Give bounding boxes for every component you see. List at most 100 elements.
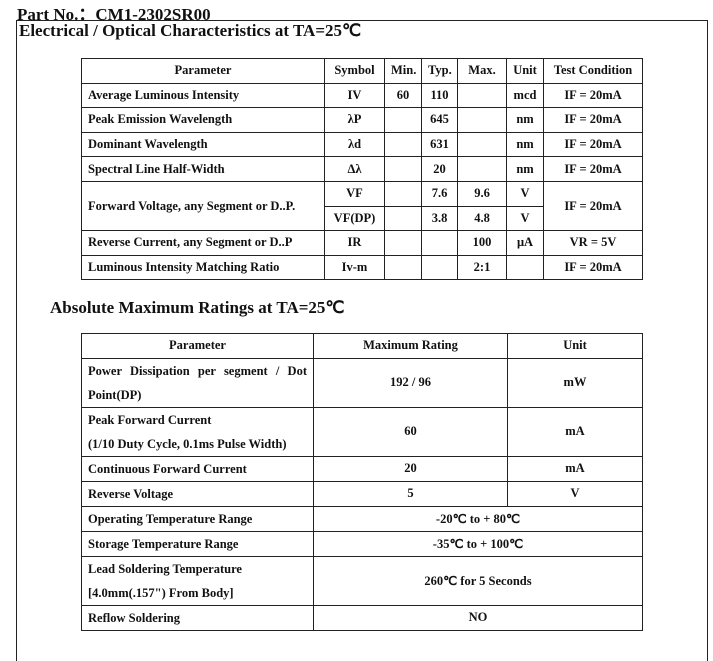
unit-cell: mcd [506, 82, 544, 109]
symbol-cell: λd [324, 131, 385, 158]
max-cell [457, 156, 507, 182]
min-cell [384, 107, 422, 133]
parameter-cell: Peak Forward Current (1/10 Duty Cycle, 0.… [81, 406, 314, 457]
part-number-value: CM1-2302SR00 [95, 5, 211, 24]
typ-cell: 110 [421, 82, 458, 109]
header-cell: Unit [507, 333, 643, 359]
parameter-cell: Forward Voltage, any Segment or D..P. [81, 180, 325, 232]
unit-cell [506, 254, 544, 281]
min-cell [384, 156, 422, 182]
table-header: Parameter Symbol Min. Typ. Max. Unit Tes… [81, 58, 643, 84]
table-row: Continuous Forward Current 20 mA [81, 455, 643, 482]
rating-cell: 5 [313, 480, 508, 507]
symbol-cell: Iv-m [324, 254, 385, 281]
part-number: Part No.：CM1-2302SR00 [17, 0, 211, 25]
parameter-cell: Reverse Current, any Segment or D..P [81, 230, 325, 256]
max-cell [457, 131, 507, 158]
symbol-cell: IV [324, 82, 385, 109]
parameter-cell: Peak Emission Wavelength [81, 107, 325, 133]
table-row: Peak Emission Wavelength λP 645 nm IF = 20mA [81, 107, 643, 133]
table-row: Reverse Voltage 5 V [81, 480, 643, 507]
rating-cell: NO [313, 604, 643, 631]
min-cell: 60 [384, 82, 422, 109]
table-row: Spectral Line Half-Width Δλ 20 nm IF = 20mA [81, 156, 643, 182]
rating-cell: 20 [313, 455, 508, 482]
parameter-cell: Reverse Voltage [81, 480, 314, 507]
unit-cell: mW [507, 357, 643, 408]
rating-cell: 60 [313, 406, 508, 457]
rating-cell: -20℃ to + 80℃ [313, 505, 643, 532]
min-cell [384, 131, 422, 158]
header-cell: Min. [384, 58, 422, 84]
condition-cell: IF = 20mA [543, 107, 643, 133]
rating-cell: -35℃ to + 100℃ [313, 530, 643, 557]
max-cell [457, 107, 507, 133]
parameter-cell: Power Dissipation per segment / Dot Point… [81, 357, 314, 408]
header-cell: Test Condition [543, 58, 643, 84]
condition-cell: IF = 20mA [543, 156, 643, 182]
typ-cell: 631 [421, 131, 458, 158]
header-cell: Parameter [81, 333, 314, 359]
parameter-line: [4.0mm(.157") From Body] [88, 585, 234, 600]
table-row: Average Luminous Intensity IV 60 110 mcd IF =… [81, 82, 643, 109]
parameter-line: Lead Soldering Temperature [88, 561, 242, 576]
rating-cell: 192 / 96 [313, 357, 508, 408]
parameter-line: Operating Temperature Range [88, 511, 253, 526]
electrical-section-title: Electrical / Optical Characteristics at … [19, 21, 362, 40]
header-cell: Parameter [81, 58, 325, 84]
table-row: Luminous Intensity Matching Ratio Iv-m 2:1… [81, 254, 643, 281]
condition-cell: IF = 20mA [543, 131, 643, 158]
parameter-cell: Continuous Forward Current [81, 455, 314, 482]
typ-cell [421, 254, 458, 281]
table-header: Parameter Maximum Rating Unit [81, 333, 643, 359]
symbol-cell: VF [324, 180, 385, 207]
parameter-line: Peak Forward Current [88, 412, 212, 427]
max-cell: 2:1 [457, 254, 507, 281]
unit-cell: μA [506, 230, 544, 256]
unit-cell: V [506, 180, 544, 207]
parameter-cell: Lead Soldering Temperature [4.0mm(.157") … [81, 555, 314, 606]
min-cell [384, 254, 422, 281]
parameter-line: Storage Temperature Range [88, 536, 239, 551]
parameter-cell: Spectral Line Half-Width [81, 156, 325, 182]
typ-cell: 3.8 [421, 205, 458, 232]
min-cell [384, 205, 422, 232]
max-cell: 4.8 [457, 205, 507, 232]
table-row: Lead Soldering Temperature [4.0mm(.157") … [81, 555, 643, 606]
unit-cell: mA [507, 455, 643, 482]
unit-cell: nm [506, 131, 544, 158]
condition-cell: VR = 5V [543, 230, 643, 256]
min-cell [384, 180, 422, 207]
table-row: Reverse Current, any Segment or D..P IR 10… [81, 230, 643, 256]
unit-cell: V [507, 480, 643, 507]
absolute-section-title: Absolute Maximum Ratings at TA=25℃ [50, 298, 345, 317]
parameter-line: (1/10 Duty Cycle, 0.1ms Pulse Width) [88, 436, 287, 451]
unit-cell: nm [506, 107, 544, 133]
parameter-line: Reflow Soldering [88, 610, 181, 625]
table-row: Dominant Wavelength λd 631 nm IF = 20mA [81, 131, 643, 158]
electrical-table: Parameter Symbol Min. Typ. Max. Unit Tes… [81, 58, 643, 281]
max-cell [457, 82, 507, 109]
typ-cell: 20 [421, 156, 458, 182]
parameter-cell: Luminous Intensity Matching Ratio [81, 254, 325, 281]
max-cell: 9.6 [457, 180, 507, 207]
table-row: Power Dissipation per segment / Dot Point… [81, 357, 643, 408]
symbol-cell: VF(DP) [324, 205, 385, 232]
table-row: Reflow Soldering NO [81, 604, 643, 631]
typ-cell: 7.6 [421, 180, 458, 207]
parameter-line: Continuous Forward Current [88, 461, 247, 476]
parameter-line: Reverse Voltage [88, 486, 174, 501]
parameter-cell: Operating Temperature Range [81, 505, 314, 532]
parameter-cell: Reflow Soldering [81, 604, 314, 631]
header-cell: Typ. [421, 58, 458, 84]
parameter-cell: Dominant Wavelength [81, 131, 325, 158]
min-cell [384, 230, 422, 256]
rating-cell: 260℃ for 5 Seconds [313, 555, 643, 606]
part-number-label: Part No.： [17, 5, 96, 24]
max-cell: 100 [457, 230, 507, 256]
typ-cell [421, 230, 458, 256]
table-row: Forward Voltage, any Segment or D..P. VF 7… [81, 180, 643, 232]
header-cell: Maximum Rating [313, 333, 508, 359]
parameter-line: Power Dissipation per segment / Dot [88, 363, 307, 378]
unit-cell: mA [507, 406, 643, 457]
